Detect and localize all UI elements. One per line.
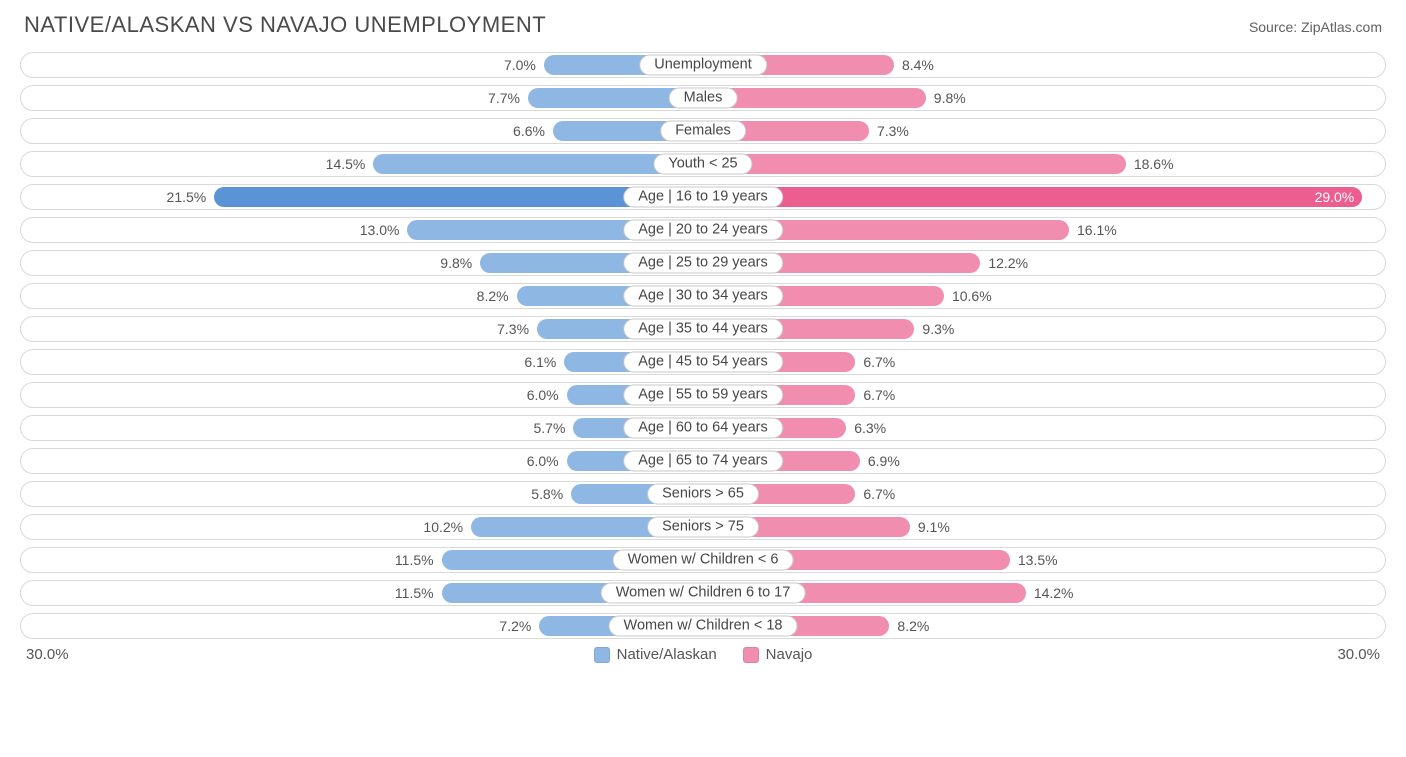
chart-row: 11.5% 14.2% Women w/ Children 6 to 17 — [20, 580, 1386, 606]
chart-row: 5.8% 6.7% Seniors > 65 — [20, 481, 1386, 507]
category-label: Age | 45 to 54 years — [623, 352, 783, 373]
value-left: 7.0% — [504, 57, 536, 73]
value-right: 7.3% — [877, 123, 909, 139]
category-label: Women w/ Children < 6 — [613, 550, 794, 571]
value-right: 8.4% — [902, 57, 934, 73]
value-left: 6.6% — [513, 123, 545, 139]
chart-row: 7.2% 8.2% Women w/ Children < 18 — [20, 613, 1386, 639]
value-left: 7.7% — [488, 90, 520, 106]
category-label: Age | 65 to 74 years — [623, 451, 783, 472]
chart-row: 6.0% 6.7% Age | 55 to 59 years — [20, 382, 1386, 408]
chart-source: Source: ZipAtlas.com — [1249, 19, 1382, 35]
chart-row: 7.3% 9.3% Age | 35 to 44 years — [20, 316, 1386, 342]
value-right: 13.5% — [1018, 552, 1058, 568]
value-right: 29.0% — [1315, 189, 1363, 205]
chart-row: 7.7% 9.8% Males — [20, 85, 1386, 111]
diverging-bar-chart: 7.0% 8.4% Unemployment 7.7% 9.8% Males 6.6% 7.3… — [20, 52, 1386, 639]
chart-row: 7.0% 8.4% Unemployment — [20, 52, 1386, 78]
value-left: 13.0% — [360, 222, 400, 238]
chart-row: 14.5% 18.6% Youth < 25 — [20, 151, 1386, 177]
chart-row: 13.0% 16.1% Age | 20 to 24 years — [20, 217, 1386, 243]
axis-max-left: 30.0% — [26, 646, 69, 663]
category-label: Women w/ Children < 18 — [609, 616, 798, 637]
chart-row: 21.5% 29.0% Age | 16 to 19 years — [20, 184, 1386, 210]
chart-row: 6.6% 7.3% Females — [20, 118, 1386, 144]
chart-row: 6.1% 6.7% Age | 45 to 54 years — [20, 349, 1386, 375]
chart-row: 11.5% 13.5% Women w/ Children < 6 — [20, 547, 1386, 573]
value-left: 14.5% — [326, 156, 366, 172]
category-label: Age | 16 to 19 years — [623, 187, 783, 208]
bar-right — [703, 154, 1126, 174]
legend: Native/Alaskan Navajo — [594, 646, 813, 663]
chart-title: NATIVE/ALASKAN VS NAVAJO UNEMPLOYMENT — [24, 12, 546, 38]
value-right: 10.6% — [952, 288, 992, 304]
value-right: 6.9% — [868, 453, 900, 469]
value-left: 6.0% — [527, 387, 559, 403]
value-right: 9.1% — [918, 519, 950, 535]
value-right: 14.2% — [1034, 585, 1074, 601]
value-left: 11.5% — [395, 585, 434, 601]
legend-swatch-left — [594, 647, 610, 663]
value-right: 18.6% — [1134, 156, 1174, 172]
value-left: 7.3% — [497, 321, 529, 337]
chart-row: 9.8% 12.2% Age | 25 to 29 years — [20, 250, 1386, 276]
legend-label-right: Navajo — [766, 646, 813, 663]
value-left: 11.5% — [395, 552, 434, 568]
value-left: 6.0% — [527, 453, 559, 469]
axis-max-right: 30.0% — [1337, 646, 1380, 663]
category-label: Youth < 25 — [653, 154, 752, 175]
chart-row: 5.7% 6.3% Age | 60 to 64 years — [20, 415, 1386, 441]
category-label: Women w/ Children 6 to 17 — [601, 583, 806, 604]
category-label: Age | 60 to 64 years — [623, 418, 783, 439]
legend-item-left: Native/Alaskan — [594, 646, 717, 663]
chart-row: 6.0% 6.9% Age | 65 to 74 years — [20, 448, 1386, 474]
category-label: Females — [660, 121, 746, 142]
value-left: 5.8% — [531, 486, 563, 502]
value-right: 12.2% — [988, 255, 1028, 271]
value-left: 10.2% — [423, 519, 463, 535]
chart-footer: 30.0% Native/Alaskan Navajo 30.0% — [20, 646, 1386, 663]
value-left: 9.8% — [440, 255, 472, 271]
category-label: Seniors > 75 — [647, 517, 759, 538]
value-left: 5.7% — [534, 420, 566, 436]
value-left: 8.2% — [477, 288, 509, 304]
value-right: 6.7% — [863, 354, 895, 370]
value-right: 9.8% — [934, 90, 966, 106]
value-right: 9.3% — [922, 321, 954, 337]
legend-label-left: Native/Alaskan — [617, 646, 717, 663]
value-left: 21.5% — [167, 189, 207, 205]
value-right: 16.1% — [1077, 222, 1117, 238]
chart-row: 8.2% 10.6% Age | 30 to 34 years — [20, 283, 1386, 309]
value-right: 6.7% — [863, 387, 895, 403]
category-label: Seniors > 65 — [647, 484, 759, 505]
value-left: 6.1% — [524, 354, 556, 370]
category-label: Age | 35 to 44 years — [623, 319, 783, 340]
value-left: 7.2% — [499, 618, 531, 634]
legend-item-right: Navajo — [743, 646, 813, 663]
value-right: 6.3% — [854, 420, 886, 436]
category-label: Age | 25 to 29 years — [623, 253, 783, 274]
legend-swatch-right — [743, 647, 759, 663]
category-label: Age | 55 to 59 years — [623, 385, 783, 406]
category-label: Age | 30 to 34 years — [623, 286, 783, 307]
category-label: Unemployment — [639, 55, 767, 76]
chart-header: NATIVE/ALASKAN VS NAVAJO UNEMPLOYMENT So… — [20, 12, 1386, 38]
value-right: 6.7% — [863, 486, 895, 502]
category-label: Males — [669, 88, 738, 109]
bar-right — [703, 187, 1362, 207]
category-label: Age | 20 to 24 years — [623, 220, 783, 241]
value-right: 8.2% — [897, 618, 929, 634]
chart-row: 10.2% 9.1% Seniors > 75 — [20, 514, 1386, 540]
